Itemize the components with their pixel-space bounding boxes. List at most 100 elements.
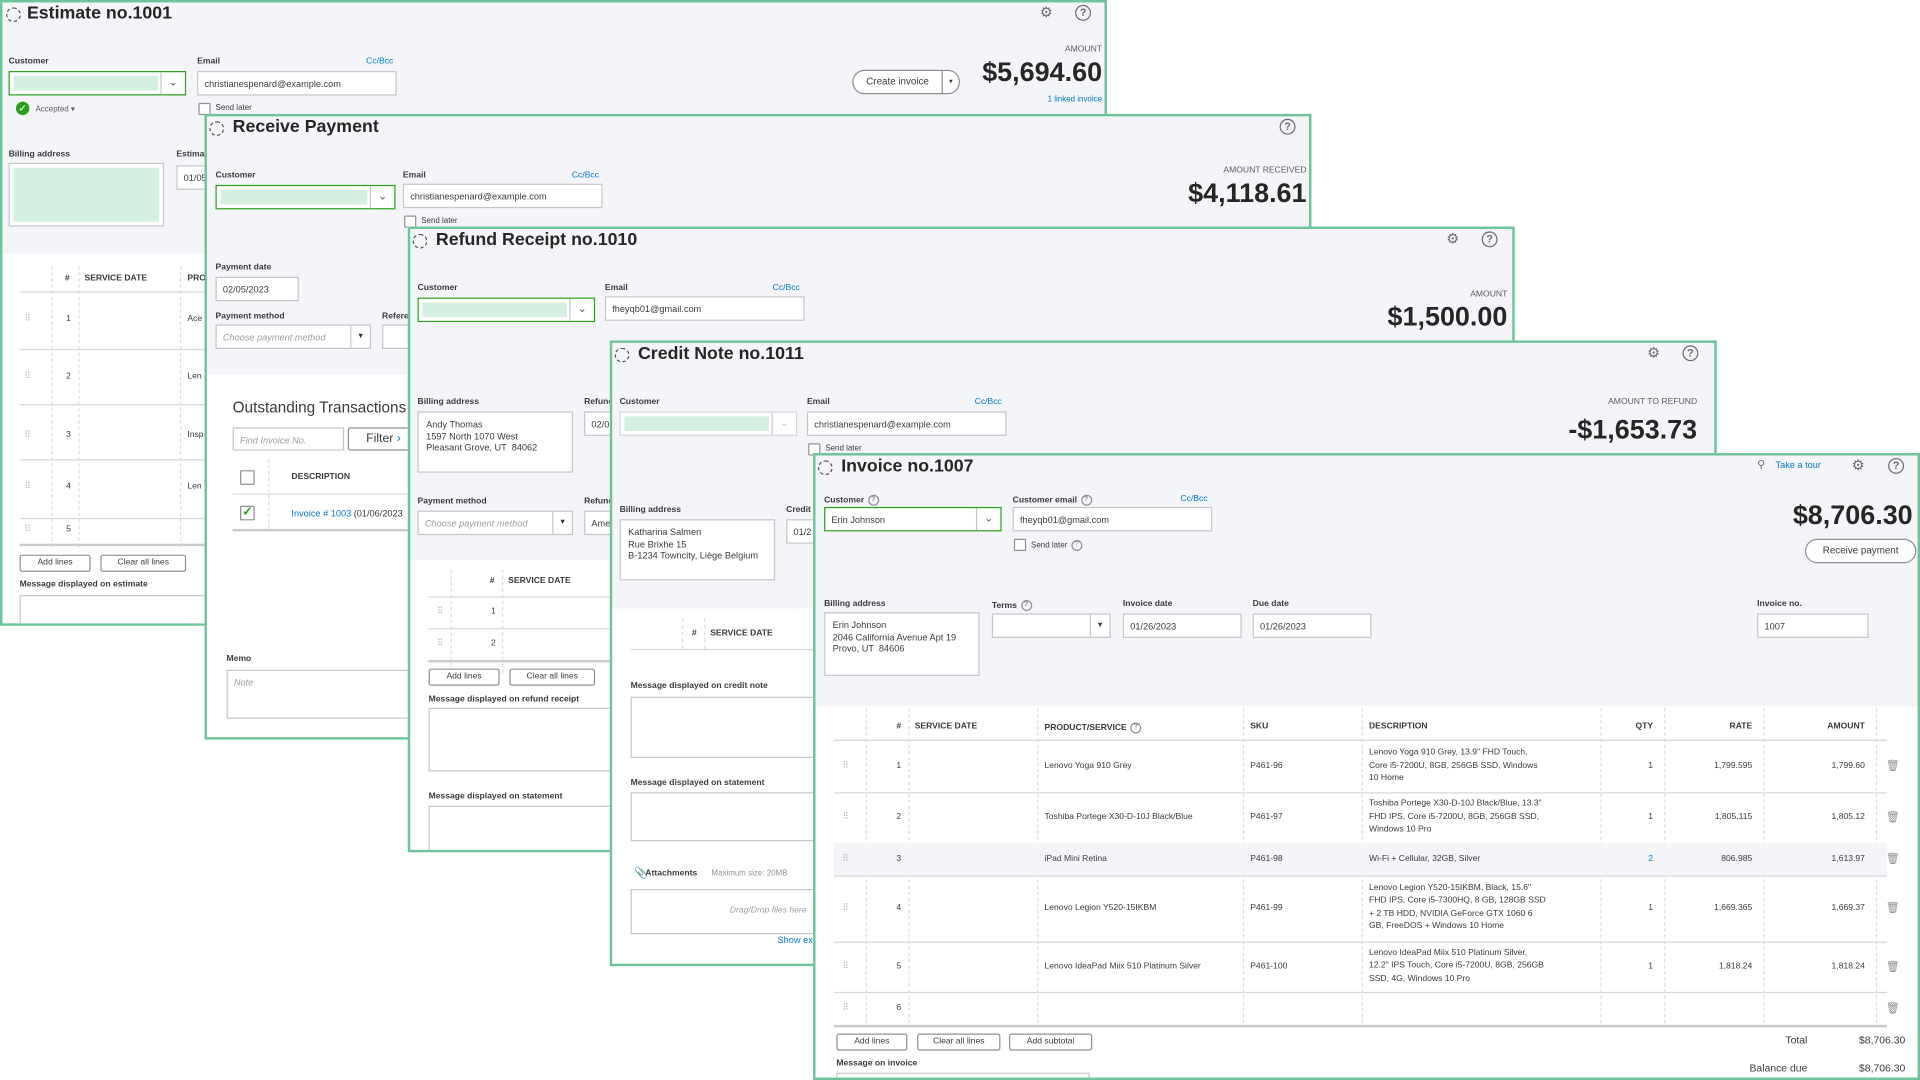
drag-handle-icon[interactable]: ⠿	[842, 813, 848, 822]
email-field[interactable]: christianespenard@example.com	[197, 71, 397, 96]
receive-payment-button[interactable]: Receive payment	[1804, 538, 1917, 564]
caret-down-icon[interactable]: ▾	[941, 71, 959, 94]
clear-all-lines-button[interactable]: Clear all lines	[917, 1033, 1001, 1051]
email-field[interactable]: christianespenard@example.com	[806, 411, 1007, 436]
recent-transactions-icon[interactable]	[209, 121, 225, 136]
customer-select[interactable]: ⌄	[619, 411, 798, 436]
row-product[interactable]: Insp	[187, 431, 204, 440]
row-rate[interactable]: 1,669.365	[1714, 903, 1753, 913]
email-field[interactable]: fheyqb01@gmail.com	[604, 296, 805, 321]
row-description[interactable]: Toshiba Portege X30-D-10J Black/Blue, 13…	[1368, 799, 1542, 834]
billing-address-field[interactable]	[8, 162, 165, 227]
linked-invoice-link[interactable]: 1 linked invoice	[1047, 95, 1103, 105]
row-product[interactable]: Lenovo Yoga 910 Grey	[1044, 761, 1132, 771]
row-description[interactable]: Lenovo Yoga 910 Grey, 13.9" FHD Touch, C…	[1368, 748, 1538, 783]
customer-select[interactable]: Erin Johnson ⌄	[824, 506, 1002, 532]
cc-bcc-link[interactable]: Cc/Bcc	[772, 284, 800, 293]
row-product[interactable]: Ace	[187, 314, 203, 324]
table-row[interactable]	[833, 843, 1887, 876]
help-icon[interactable]: ?	[867, 494, 879, 506]
row-rate[interactable]: 1,818.24	[1718, 961, 1753, 971]
recent-transactions-icon[interactable]	[6, 7, 21, 23]
add-lines-button[interactable]: Add lines	[19, 554, 91, 572]
payment-method-select[interactable]: Choose payment method ▼	[417, 510, 574, 536]
trash-icon[interactable]: 🗑	[1885, 1001, 1900, 1014]
row-rate[interactable]: 1,805.115	[1714, 813, 1753, 822]
customer-select[interactable]: ⌄	[8, 71, 187, 96]
status-dropdown[interactable]: Accepted ▾	[35, 105, 75, 114]
drag-handle-icon[interactable]: ⠿	[842, 961, 848, 971]
send-later-checkbox[interactable]	[1013, 538, 1027, 552]
payment-method-select[interactable]: Choose payment method ▼	[215, 324, 372, 349]
drag-handle-icon[interactable]: ⠿	[24, 314, 30, 324]
drag-handle-icon[interactable]: ⠿	[24, 431, 30, 440]
gear-icon[interactable]: ⚙	[1039, 3, 1053, 21]
drag-handle-icon[interactable]: ⠿	[437, 639, 443, 648]
trash-icon[interactable]: 🗑	[1885, 852, 1900, 865]
invoice-number-field[interactable]: 1007	[1757, 613, 1869, 638]
help-icon[interactable]: ?	[1481, 231, 1498, 248]
gear-icon[interactable]: ⚙	[1851, 456, 1865, 474]
email-field[interactable]: christianespenard@example.com	[402, 183, 603, 209]
help-icon[interactable]: ?	[1080, 494, 1092, 506]
clear-all-lines-button[interactable]: Clear all lines	[509, 668, 596, 686]
row-sku[interactable]: P461-100	[1250, 961, 1288, 971]
drag-handle-icon[interactable]: ⠿	[437, 607, 443, 616]
billing-address-field[interactable]: Andy Thomas 1597 North 1070 West Pleasan…	[417, 411, 574, 473]
row-sku[interactable]: P461-98	[1250, 854, 1283, 864]
billing-address-field[interactable]: Erin Johnson 2046 California Avenue Apt …	[824, 612, 980, 676]
invoice-date-field[interactable]: 01/26/2023	[1122, 613, 1242, 638]
row-rate[interactable]: 1,799.595	[1714, 761, 1753, 771]
show-existing-link[interactable]: Show ex	[777, 934, 813, 946]
add-lines-button[interactable]: Add lines	[836, 1033, 908, 1051]
add-lines-button[interactable]: Add lines	[428, 668, 500, 686]
help-icon[interactable]: ?	[1279, 118, 1296, 135]
cc-bcc-link[interactable]: Cc/Bcc	[974, 397, 1002, 407]
row-qty[interactable]: 1	[1648, 813, 1654, 822]
payment-date-field[interactable]: 02/05/2023	[215, 276, 299, 302]
row-description[interactable]: Lenovo Legion Y520-15IKBM, Black, 15.6" …	[1368, 883, 1546, 931]
row-product[interactable]: iPad Mini Retina	[1044, 854, 1107, 864]
table-row[interactable]	[834, 992, 1887, 1025]
row-product[interactable]: Lenovo Legion Y520-15IKBM	[1044, 903, 1157, 913]
drag-handle-icon[interactable]: ⠿	[842, 1003, 848, 1013]
row-checkbox-checked[interactable]: ✓	[240, 505, 255, 521]
due-date-field[interactable]: 01/26/2023	[1252, 613, 1372, 638]
customer-select[interactable]: ⌄	[215, 184, 396, 210]
recent-transactions-icon[interactable]	[817, 460, 833, 476]
row-sku[interactable]: P461-99	[1250, 903, 1283, 913]
cc-bcc-link[interactable]: Cc/Bcc	[571, 171, 599, 181]
help-icon[interactable]: ?	[1075, 4, 1092, 21]
customer-email-field[interactable]: fheyqb01@gmail.com	[1012, 506, 1213, 532]
drag-handle-icon[interactable]: ⠿	[24, 525, 30, 534]
take-a-tour-link[interactable]: Take a tour	[1775, 459, 1821, 471]
drag-handle-icon[interactable]: ⠿	[842, 854, 848, 864]
row-product[interactable]: Toshiba Portege X30-D-10J Black/Blue	[1044, 813, 1193, 822]
message-field[interactable]	[836, 1072, 1090, 1078]
row-qty[interactable]: 1	[1648, 903, 1654, 913]
row-qty[interactable]: 1	[1648, 961, 1654, 971]
invoice-link[interactable]: Invoice # 1003	[291, 508, 352, 520]
billing-address-field[interactable]: Katharina Salmen Rue Brixhe 15 B-1234 To…	[619, 519, 776, 581]
gear-icon[interactable]: ⚙	[1647, 344, 1661, 362]
row-product[interactable]: Len	[187, 482, 202, 492]
row-sku[interactable]: P461-96	[1250, 761, 1283, 771]
cc-bcc-link[interactable]: Cc/Bcc	[1180, 494, 1208, 504]
add-subtotal-button[interactable]: Add subtotal	[1008, 1033, 1093, 1051]
row-description[interactable]: Wi-Fi + Cellular, 32GB, Silver	[1368, 854, 1481, 863]
trash-icon[interactable]: 🗑	[1885, 810, 1900, 823]
gear-icon[interactable]: ⚙	[1446, 230, 1460, 248]
row-description[interactable]: Lenovo IdeaPad Miix 510 Platinum Silver,…	[1368, 948, 1544, 983]
drag-handle-icon[interactable]: ⠿	[842, 761, 848, 771]
help-icon[interactable]: ?	[1682, 345, 1699, 362]
create-invoice-button[interactable]: Create invoice ▾	[852, 69, 961, 95]
row-product[interactable]: Len	[187, 372, 202, 381]
clear-all-lines-button[interactable]: Clear all lines	[100, 554, 187, 572]
customer-select[interactable]: ⌄	[417, 297, 596, 323]
help-icon[interactable]: ?	[1020, 600, 1032, 612]
terms-select[interactable]: ▼	[991, 613, 1111, 638]
drag-handle-icon[interactable]: ⠿	[842, 903, 848, 913]
drag-handle-icon[interactable]: ⠿	[24, 482, 30, 492]
help-icon[interactable]: ?	[1070, 540, 1083, 552]
row-sku[interactable]: P461-97	[1250, 813, 1283, 822]
